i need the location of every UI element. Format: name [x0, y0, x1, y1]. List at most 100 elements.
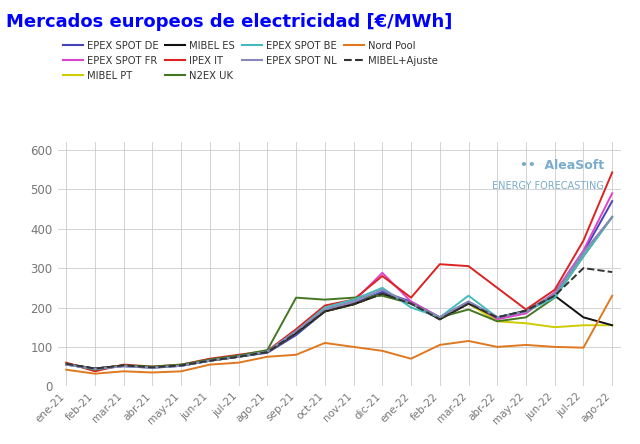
MIBEL PT	[407, 301, 415, 306]
EPEX SPOT FR	[407, 299, 415, 304]
EPEX SPOT NL	[177, 363, 185, 369]
Nord Pool	[465, 338, 472, 344]
N2EX UK	[120, 363, 127, 368]
N2EX UK	[580, 254, 588, 259]
MIBEL PT	[551, 325, 559, 330]
MIBEL PT	[206, 358, 214, 363]
IPEX IT	[91, 369, 99, 374]
EPEX SPOT FR	[522, 311, 530, 316]
MIBEL PT	[148, 365, 156, 370]
MIBEL PT	[580, 322, 588, 328]
Line: EPEX SPOT NL: EPEX SPOT NL	[66, 217, 612, 369]
EPEX SPOT FR	[609, 190, 616, 196]
Nord Pool	[120, 369, 127, 374]
EPEX SPOT FR	[235, 354, 243, 359]
EPEX SPOT DE	[551, 291, 559, 297]
Nord Pool	[91, 371, 99, 377]
EPEX SPOT NL	[609, 214, 616, 220]
EPEX SPOT DE	[177, 363, 185, 369]
MIBEL ES	[206, 358, 214, 363]
EPEX SPOT DE	[580, 250, 588, 255]
MIBEL+Ajuste	[522, 308, 530, 313]
MIBEL PT	[493, 319, 501, 324]
MIBEL ES	[551, 293, 559, 298]
MIBEL ES	[493, 315, 501, 320]
EPEX SPOT DE	[292, 333, 300, 338]
MIBEL ES	[264, 349, 271, 355]
Nord Pool	[580, 345, 588, 350]
EPEX SPOT FR	[206, 358, 214, 363]
MIBEL PT	[465, 301, 472, 306]
IPEX IT	[321, 303, 329, 308]
EPEX SPOT FR	[177, 363, 185, 369]
EPEX SPOT FR	[551, 290, 559, 295]
MIBEL ES	[522, 308, 530, 313]
Line: EPEX SPOT DE: EPEX SPOT DE	[66, 201, 612, 369]
N2EX UK	[91, 367, 99, 373]
Nord Pool	[493, 344, 501, 349]
IPEX IT	[609, 170, 616, 175]
Nord Pool	[407, 356, 415, 361]
MIBEL+Ajuste	[264, 349, 271, 355]
N2EX UK	[206, 357, 214, 362]
EPEX SPOT BE	[177, 363, 185, 369]
EPEX SPOT FR	[264, 349, 271, 354]
EPEX SPOT BE	[264, 349, 271, 354]
MIBEL+Ajuste	[148, 365, 156, 370]
EPEX SPOT BE	[436, 315, 444, 320]
EPEX SPOT BE	[148, 365, 156, 370]
Nord Pool	[206, 362, 214, 367]
MIBEL ES	[120, 363, 127, 368]
Text: Mercados europeos de electricidad [€/MWh]: Mercados europeos de electricidad [€/MWh…	[6, 13, 452, 32]
EPEX SPOT DE	[91, 366, 99, 371]
EPEX SPOT BE	[493, 315, 501, 320]
EPEX SPOT DE	[436, 315, 444, 320]
N2EX UK	[407, 301, 415, 306]
EPEX SPOT BE	[120, 364, 127, 369]
EPEX SPOT NL	[148, 365, 156, 370]
N2EX UK	[378, 293, 386, 298]
EPEX SPOT FR	[580, 248, 588, 253]
MIBEL ES	[292, 330, 300, 336]
MIBEL ES	[148, 365, 156, 370]
EPEX SPOT DE	[522, 309, 530, 314]
EPEX SPOT BE	[609, 214, 616, 220]
MIBEL PT	[235, 354, 243, 359]
EPEX SPOT NL	[378, 287, 386, 293]
EPEX SPOT BE	[206, 358, 214, 363]
EPEX SPOT NL	[580, 250, 588, 255]
MIBEL ES	[62, 361, 70, 366]
EPEX SPOT NL	[62, 362, 70, 367]
IPEX IT	[436, 262, 444, 267]
Nord Pool	[177, 369, 185, 374]
Nord Pool	[349, 344, 357, 349]
MIBEL PT	[177, 363, 185, 368]
EPEX SPOT DE	[349, 301, 357, 306]
IPEX IT	[551, 287, 559, 293]
N2EX UK	[62, 361, 70, 366]
MIBEL PT	[349, 301, 357, 307]
EPEX SPOT FR	[91, 366, 99, 372]
IPEX IT	[264, 348, 271, 353]
MIBEL PT	[292, 330, 300, 336]
N2EX UK	[177, 362, 185, 367]
EPEX SPOT FR	[465, 301, 472, 306]
EPEX SPOT NL	[465, 299, 472, 304]
IPEX IT	[62, 360, 70, 365]
MIBEL+Ajuste	[177, 363, 185, 368]
IPEX IT	[378, 274, 386, 279]
MIBEL PT	[62, 361, 70, 366]
EPEX SPOT BE	[235, 354, 243, 359]
MIBEL+Ajuste	[493, 315, 501, 320]
N2EX UK	[493, 319, 501, 324]
EPEX SPOT DE	[148, 365, 156, 370]
Nord Pool	[551, 344, 559, 349]
Line: N2EX UK: N2EX UK	[66, 217, 612, 370]
N2EX UK	[292, 295, 300, 300]
MIBEL ES	[436, 317, 444, 322]
MIBEL+Ajuste	[378, 291, 386, 297]
EPEX SPOT BE	[378, 285, 386, 290]
EPEX SPOT FR	[292, 329, 300, 334]
Line: MIBEL+Ajuste: MIBEL+Ajuste	[66, 268, 612, 369]
Nord Pool	[522, 342, 530, 348]
